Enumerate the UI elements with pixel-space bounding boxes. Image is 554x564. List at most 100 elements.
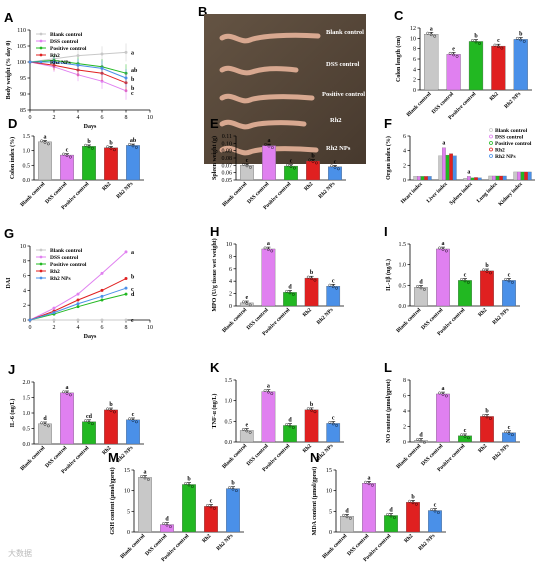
bar xyxy=(261,248,276,307)
data-point xyxy=(342,513,345,517)
photo-label-dss: DSS control xyxy=(326,61,359,68)
bar xyxy=(420,176,425,181)
data-point xyxy=(511,280,514,284)
data-point xyxy=(135,420,138,424)
bar xyxy=(428,510,442,533)
series-marker xyxy=(100,271,104,275)
legend-marker xyxy=(489,141,493,145)
data-point xyxy=(452,53,455,57)
y-tick-label: 1.0 xyxy=(399,263,407,269)
data-point xyxy=(248,431,252,434)
data-point xyxy=(109,146,113,150)
y-tick-label: 2 xyxy=(229,292,232,298)
category-label: Blank control xyxy=(395,307,422,334)
y-axis-title: Body weight (% day 0) xyxy=(5,41,12,100)
legend-marker xyxy=(39,255,43,259)
bar xyxy=(82,146,96,181)
y-tick-label: 0 xyxy=(403,178,406,184)
colon-positive xyxy=(219,93,315,104)
significance-label: e xyxy=(245,295,248,301)
data-point xyxy=(311,160,315,163)
data-point xyxy=(65,391,69,395)
category-label: Blank control xyxy=(19,181,46,208)
chart-d: 0.0 0.5 1.0 1.5 Colon index (%) Da Blank contr… xyxy=(8,116,144,211)
significance-label: c xyxy=(332,416,335,422)
category-label: Blank control xyxy=(406,91,433,118)
legend-label: Blank control xyxy=(50,248,83,254)
data-point xyxy=(393,516,396,519)
y-tick-label: 0.08 xyxy=(222,156,233,162)
significance-label: a xyxy=(442,141,445,147)
data-point xyxy=(445,394,448,398)
data-point xyxy=(364,480,367,484)
legend-marker xyxy=(489,128,493,132)
y-tick-label: 0.5 xyxy=(23,163,31,169)
panel-letter-h: H xyxy=(210,224,219,239)
data-point xyxy=(128,142,131,146)
bar xyxy=(104,409,118,445)
chart-a: 85 90 95 100 105 110 Body weight (% day 0) A 0 2 4… xyxy=(4,10,153,130)
bar xyxy=(406,502,420,533)
panel-letter-n: N xyxy=(310,450,319,465)
category-label: Blank control xyxy=(221,307,248,334)
data-point xyxy=(389,514,393,518)
data-point xyxy=(310,408,313,412)
significance-label: b xyxy=(109,402,113,408)
photo-label-positive: Positive control xyxy=(322,91,365,98)
y-axis-title: Organ index (%) xyxy=(385,136,392,180)
data-point xyxy=(438,391,441,395)
bar xyxy=(340,516,354,533)
legend-marker xyxy=(39,262,43,266)
group-label: Spleen index xyxy=(449,181,474,206)
data-point xyxy=(228,486,231,489)
data-point xyxy=(460,433,463,437)
bar xyxy=(474,177,478,181)
y-tick-label: 0.05 xyxy=(222,178,233,184)
data-point xyxy=(433,509,437,513)
y-tick-label: 1.5 xyxy=(23,134,31,140)
significance-label: c xyxy=(210,499,213,505)
legend-marker xyxy=(39,32,43,36)
watermark: 大数据 xyxy=(8,548,32,558)
y-tick-label: 10 xyxy=(326,489,332,495)
y-tick-label: 1.0 xyxy=(23,149,31,155)
y-tick-label: 4 xyxy=(413,67,416,73)
significance-label: b xyxy=(485,263,489,269)
category-label: Blank control xyxy=(321,533,348,560)
significance-label: b xyxy=(310,402,314,408)
data-point xyxy=(489,271,492,275)
series-marker xyxy=(52,306,56,310)
legend-label: Rh2 NPs xyxy=(50,276,71,282)
series-marker xyxy=(124,292,128,296)
data-point xyxy=(419,439,423,443)
y-tick-label: 95 xyxy=(20,76,26,82)
significance-label: e xyxy=(245,423,248,429)
significance-label: d xyxy=(288,285,292,291)
series-marker xyxy=(124,286,128,290)
data-point xyxy=(106,145,109,149)
data-point xyxy=(235,489,238,492)
y-tick-label: 2.0 xyxy=(23,380,31,386)
x-axis-title: Days xyxy=(84,334,97,340)
panel-letter-e: E xyxy=(210,116,219,131)
data-point xyxy=(429,33,433,37)
significance-label: a xyxy=(44,135,47,141)
significance-label: c xyxy=(497,38,500,44)
data-point xyxy=(467,436,470,440)
significance-label: c xyxy=(131,91,134,97)
data-point xyxy=(448,51,452,55)
y-tick-label: 0.10 xyxy=(222,141,233,147)
significance-label: d xyxy=(389,508,393,514)
data-point xyxy=(231,487,235,491)
data-point xyxy=(419,286,423,290)
data-point xyxy=(474,40,478,44)
significance-label: b xyxy=(411,494,415,500)
data-point xyxy=(445,249,448,253)
series-marker xyxy=(76,305,80,309)
y-tick-label: 10 xyxy=(124,489,130,495)
panel-letter-m: M xyxy=(108,450,119,465)
chart-f: 0 2 4 6 Organ index (%) F Heart index a Liver in… xyxy=(384,116,535,208)
significance-label: b xyxy=(231,481,235,487)
x-tick-label: 8 xyxy=(125,115,128,121)
panel-letter-d: D xyxy=(8,116,17,131)
